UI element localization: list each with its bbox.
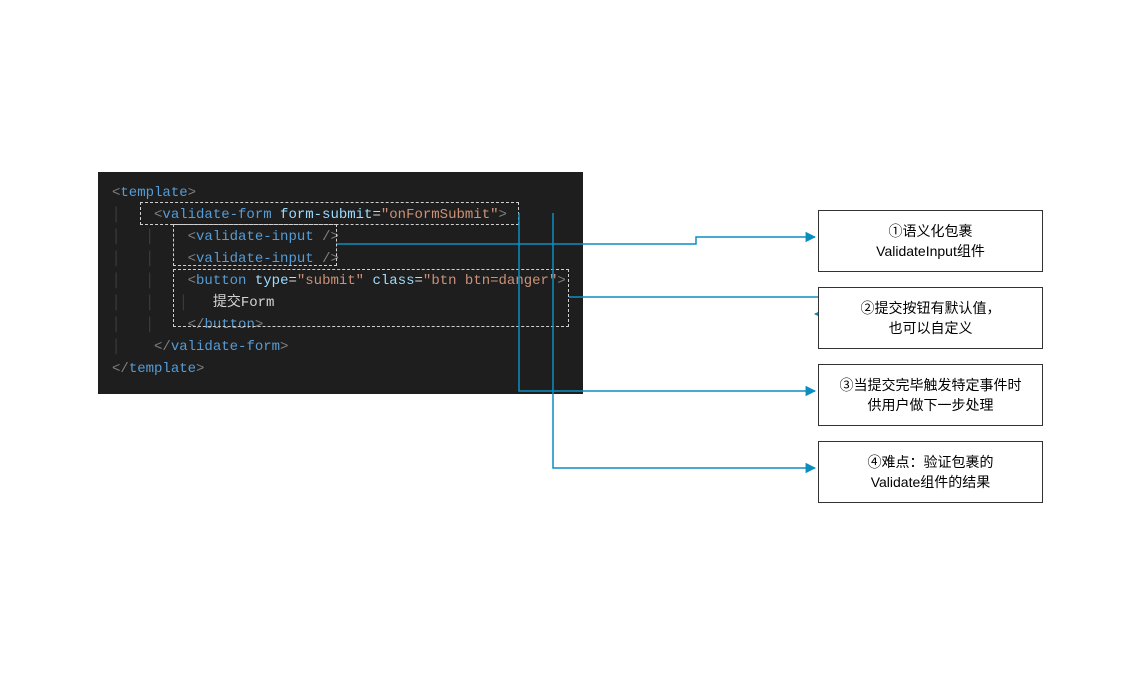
callout-1-line1: ①语义化包裹 [827,221,1034,241]
connector-2 [569,297,841,314]
code-line-2: │ <validate-form form-submit="onFormSubm… [112,204,569,226]
callout-2: ②提交按钮有默认值，也可以自定义 [818,287,1043,349]
diagram-root: <template> │ <validate-form form-submit=… [98,172,1058,512]
code-line-1: <template> [112,182,569,204]
callout-4: ④难点：验证包裹的Validate组件的结果 [818,441,1043,503]
code-line-5: │ │ <button type="submit" class="btn btn… [112,270,569,292]
code-line-7: │ │ </button> [112,314,569,336]
callout-1: ①语义化包裹ValidateInput组件 [818,210,1043,272]
connector-4 [553,213,815,468]
code-line-4: │ │ <validate-input /> [112,248,569,270]
callout-2-line1: ②提交按钮有默认值， [827,298,1034,318]
code-line-3: │ │ <validate-input /> [112,226,569,248]
callout-1-line2: ValidateInput组件 [827,241,1034,261]
code-line-8: │ </validate-form> [112,336,569,358]
callout-3: ③当提交完毕触发特定事件时供用户做下一步处理 [818,364,1043,426]
callout-3-line2: 供用户做下一步处理 [827,395,1034,415]
code-line-9: </template> [112,358,569,380]
code-block: <template> │ <validate-form form-submit=… [98,172,583,394]
callout-4-line1: ④难点：验证包裹的 [827,452,1034,472]
callout-3-line1: ③当提交完毕触发特定事件时 [827,375,1034,395]
callout-4-line2: Validate组件的结果 [827,472,1034,492]
code-line-6: │ │ │ 提交Form [112,292,569,314]
callout-2-line2: 也可以自定义 [827,318,1034,338]
